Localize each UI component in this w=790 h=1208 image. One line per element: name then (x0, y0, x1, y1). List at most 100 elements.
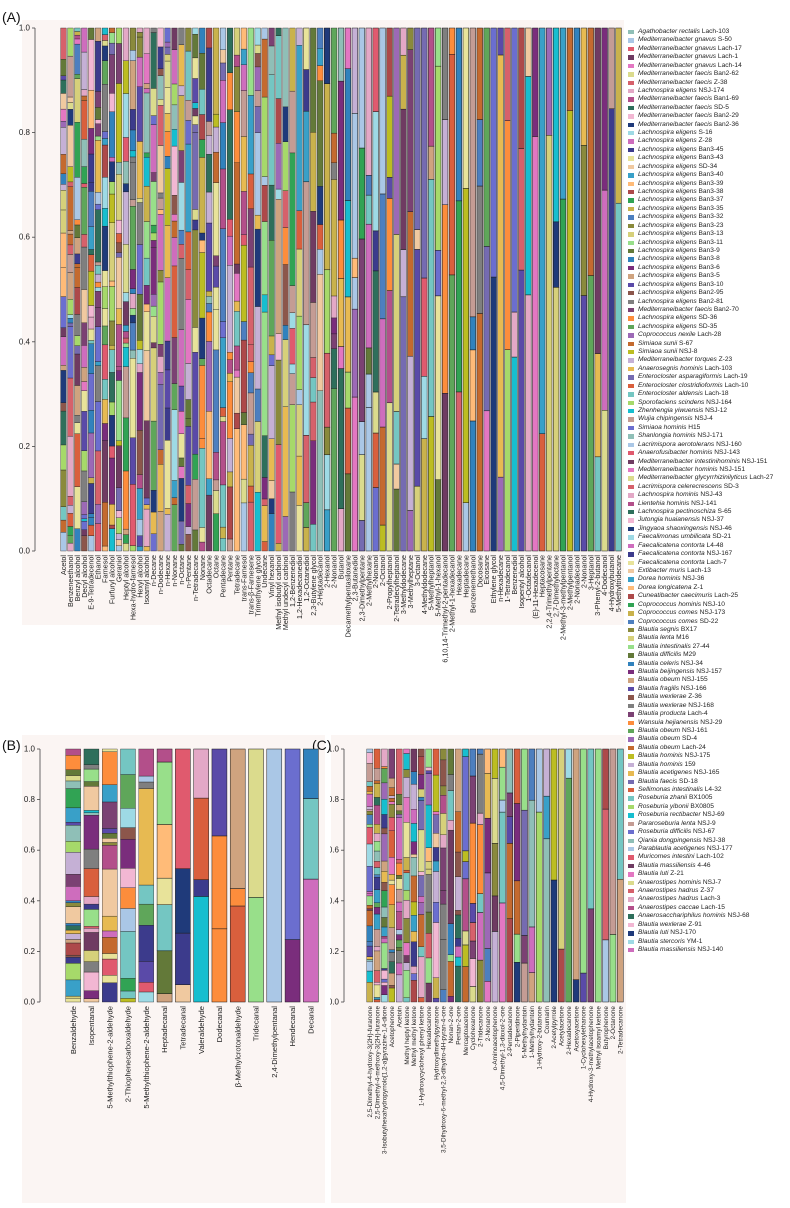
legend-swatch (628, 922, 634, 928)
legend-swatch (628, 366, 634, 372)
legend-swatch (628, 737, 634, 742)
x-tick-label: 3-Isobutylhexahydropyrrolo[1,2-a]pyrazin… (382, 1006, 389, 1155)
bar-segment (261, 221, 268, 296)
bar-segment (95, 135, 102, 141)
legend-item: Anaerostipes hadrus Lach-3 (626, 895, 790, 903)
bar-segment (275, 543, 282, 552)
bar-segment (83, 848, 100, 869)
bar-segment (395, 814, 403, 818)
bar-segment (476, 812, 484, 825)
bar-segment (275, 444, 282, 544)
bar-segment (192, 124, 199, 133)
x-tick-label: Ethanol (94, 555, 103, 580)
bar-segment (220, 228, 227, 322)
legend-swatch (628, 459, 634, 464)
legend-item: Lachnospira eligens Ban3-38 (626, 188, 790, 196)
bar-segment (410, 980, 418, 1003)
legend-item: Anaerosacchariphilus hominis NSJ-68 (626, 912, 790, 920)
bar-segment (254, 228, 261, 307)
bar-segment (373, 999, 381, 1003)
bar-segment (143, 185, 150, 222)
bar-segment (381, 798, 388, 815)
bar-segment (393, 234, 400, 412)
bar-segment (199, 239, 206, 253)
x-tick-label: 2-Hexanol (323, 555, 332, 588)
bar-segment (60, 410, 67, 446)
x-tick-label: 1-Hydroxycyclohexyl phenyl ketone (419, 1006, 426, 1107)
x-tick-label: Hexadecanone (426, 1006, 433, 1049)
bar-segment (506, 792, 514, 817)
bar-segment (192, 115, 199, 125)
bar-segment (410, 841, 418, 855)
bar-segment (129, 288, 136, 294)
legend-swatch (628, 720, 634, 725)
bar-segment (388, 884, 395, 905)
bar-segment (122, 534, 129, 544)
bar-segment (81, 27, 88, 53)
bar-segment (157, 449, 164, 465)
y-tick-label: 0.2 (19, 442, 31, 451)
legend-item: Lachnospira eligens Ban3-35 (626, 205, 790, 213)
bar-segment (428, 416, 435, 552)
bar-segment (233, 428, 240, 552)
legend-label: Jingyaoa shaoxingensis NSJ-46 (638, 524, 732, 532)
bar-segment (67, 102, 74, 110)
bar-segment (220, 337, 227, 408)
bar-segment (102, 440, 109, 503)
bar-segment (418, 800, 425, 831)
bar-segment (344, 27, 352, 69)
legend-swatch (628, 796, 634, 801)
legend-item: Lachnospira eligens Ban3-10 (626, 281, 790, 289)
bar-segment (95, 450, 102, 505)
legend-label: Roseburia yibonii BX0805 (638, 802, 714, 810)
legend-item: Lachnospira eligens Ban3-43 (626, 154, 790, 162)
bar-segment (67, 186, 74, 231)
bar-segment (403, 753, 410, 770)
bar-segment (65, 755, 81, 770)
bar-segment (425, 847, 432, 862)
bar-segment (150, 293, 157, 307)
bar-segment (129, 269, 136, 289)
bar-segment (381, 926, 388, 937)
legend-item: Shanlongia hominis NSJ-171 (626, 432, 790, 440)
bar-segment (157, 46, 164, 69)
x-tick-label: Hendecanal (288, 1006, 297, 1047)
bar-segment (455, 27, 463, 202)
bar-segment (358, 238, 365, 422)
legend-label: Blautia intestinalis 27-44 (638, 642, 710, 650)
bar-segment (157, 75, 164, 100)
x-tick-label: 5-Methylthiophene-2-aldehyde (105, 1006, 114, 1109)
bar-segment (164, 60, 171, 88)
bar-segment (275, 98, 282, 144)
bar-segment (83, 896, 100, 905)
bar-segment (115, 83, 122, 163)
bar-segment (138, 982, 154, 993)
legend-label: Mediterraneibacter gnavus S-50 (638, 36, 732, 44)
bar-segment (67, 181, 74, 187)
bar-segment (67, 505, 74, 514)
legend-item: Mediterraneibacter gnavus S-50 (626, 36, 790, 44)
bar-segment (395, 878, 403, 890)
bar-segment (102, 845, 118, 870)
bar-segment (386, 198, 393, 291)
legend-label: Lachnospira eligens Ban3-38 (638, 188, 724, 196)
x-tick-label: Furfuryl alcohol (108, 555, 117, 605)
y-tick-label: 1.0 (19, 24, 31, 33)
legend-label: Blautia wexlerae NSJ-168 (638, 701, 714, 709)
bar-segment (109, 193, 116, 223)
bar-segment (102, 502, 109, 547)
bar-segment (410, 783, 418, 810)
bar-segment (95, 107, 102, 120)
x-tick-label: Methyl isoamyl ketone (595, 1006, 602, 1070)
bar-segment (454, 946, 462, 958)
bar-segment (379, 193, 386, 320)
x-tick-label: 2,4-Dimethylpentanal (270, 1006, 279, 1078)
bar-segment (440, 890, 447, 905)
x-tick-label: Butyrophenone (603, 1006, 610, 1050)
bar-segment (247, 173, 254, 209)
bar-segment (454, 811, 462, 853)
bar-segment (199, 139, 206, 158)
bar-segment (156, 877, 173, 905)
legend-label: Zhenhengia yiwuensis NSJ-12 (638, 406, 728, 414)
bar-segment (185, 363, 192, 400)
